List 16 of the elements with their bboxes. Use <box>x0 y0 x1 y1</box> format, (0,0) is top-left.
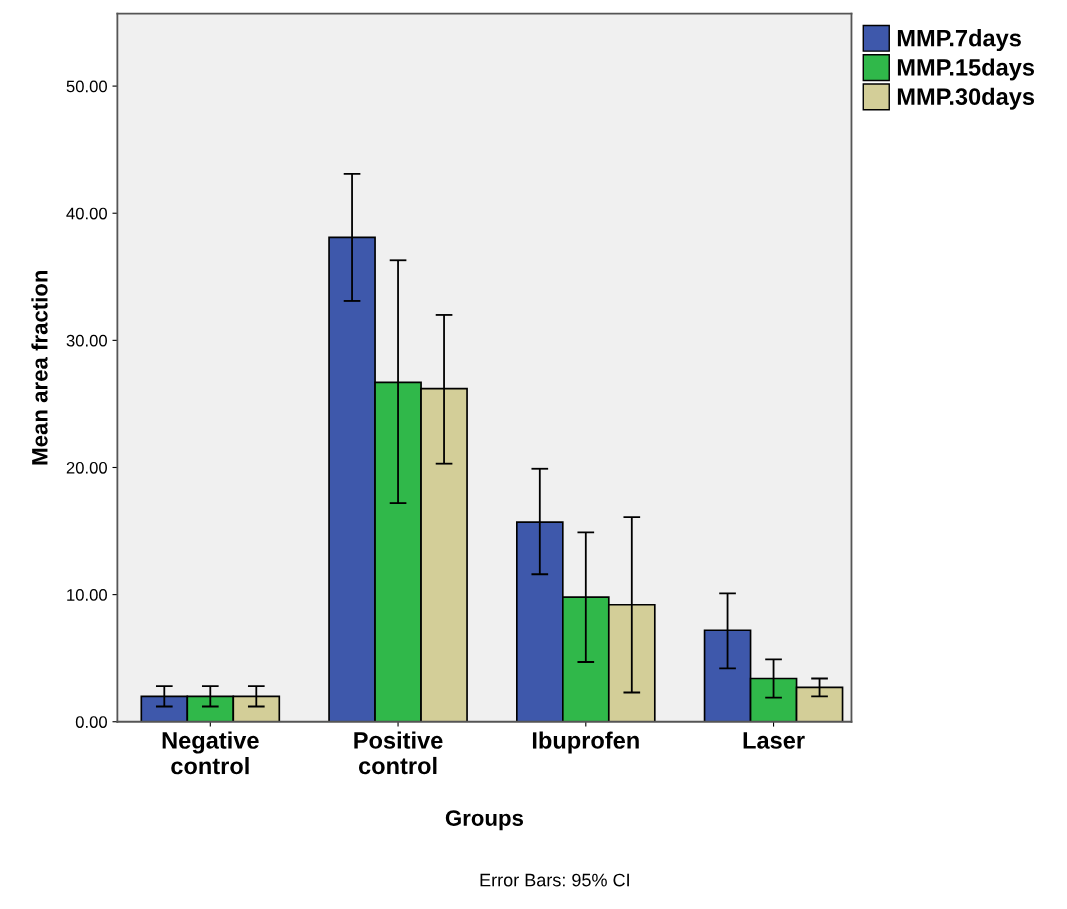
x-axis-title: Groups <box>445 810 524 831</box>
legend-label: MMP.15days <box>897 58 1035 81</box>
y-tick-label: 20.00 <box>66 461 107 474</box>
x-tick-label: Laser <box>743 732 805 749</box>
y-tick-label: 0.00 <box>75 716 107 728</box>
y-tick-label: 30.00 <box>66 334 107 347</box>
legend-label: MMP.7days <box>897 29 1021 52</box>
y-axis-title: Mean area fraction <box>31 270 48 465</box>
y-tick-label: 40.00 <box>66 207 107 220</box>
x-tick-label: Ibuprofen <box>532 731 639 754</box>
y-tick-label: 50.00 <box>66 80 107 93</box>
legend-label: MMP.30days <box>897 87 1035 110</box>
x-tick-label: Positive control <box>354 731 443 775</box>
x-tick-label: Negative control <box>162 731 259 775</box>
text: Error Bars: 95% CI <box>480 873 629 887</box>
y-tick-label: 10.00 <box>67 589 107 601</box>
